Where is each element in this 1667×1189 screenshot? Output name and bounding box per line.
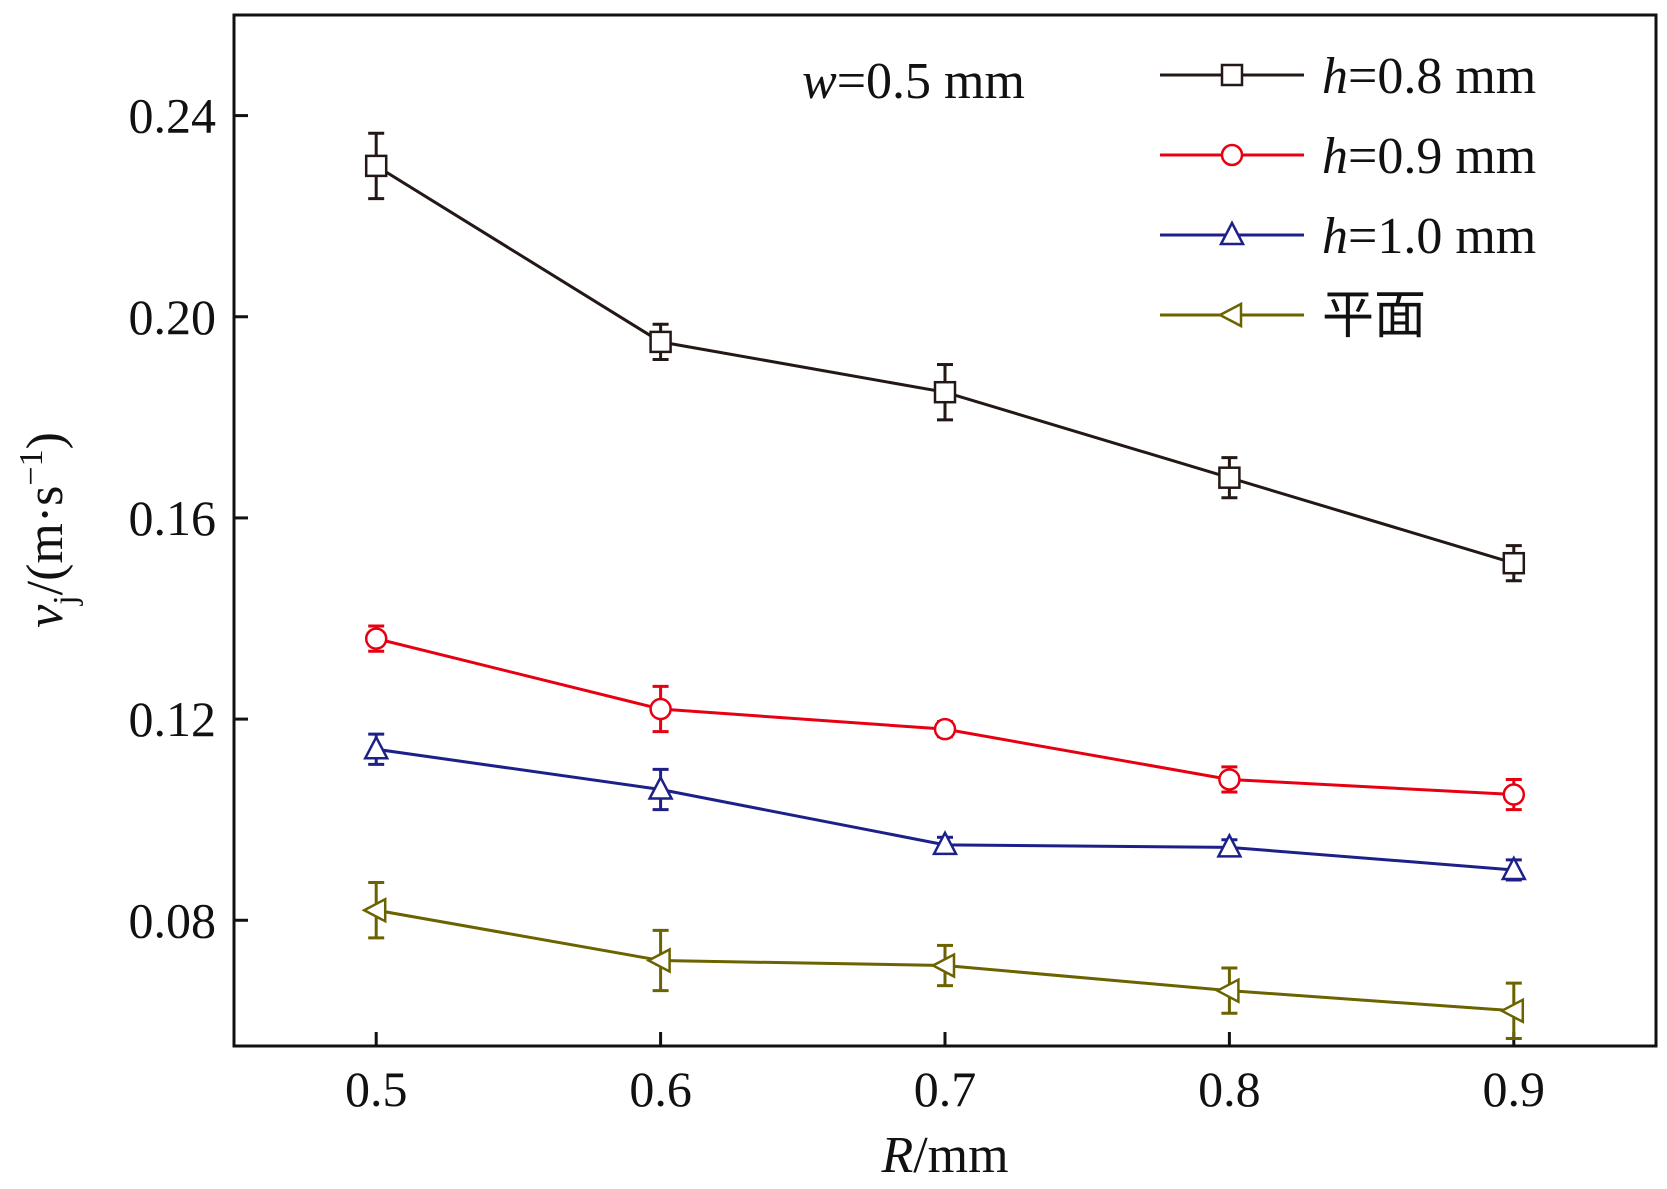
legend-marker — [1217, 301, 1243, 329]
legend-label: h=1.0 mm — [1322, 208, 1536, 265]
legend-label-var: h — [1322, 208, 1348, 265]
data-point — [933, 380, 957, 404]
legend-label-var: h — [1322, 48, 1348, 105]
y-axis-label: vj/(m·s−1) — [13, 432, 84, 628]
legend-item-0: h=0.8 mm — [1160, 48, 1536, 105]
legend-label-text: =1.0 mm — [1348, 208, 1536, 265]
x-tick-label: 0.7 — [914, 1061, 977, 1117]
legend-label-text: 平面 — [1322, 288, 1426, 345]
x-tick-label: 0.8 — [1198, 1061, 1261, 1117]
series-3 — [361, 881, 1525, 1040]
data-point — [1499, 997, 1525, 1024]
legend-item-2: h=1.0 mm — [1160, 208, 1536, 265]
x-axis-label: R/mm — [880, 1127, 1008, 1184]
legend-label: h=0.9 mm — [1322, 128, 1536, 185]
data-point — [1218, 466, 1241, 489]
data-point — [930, 952, 956, 979]
data-point — [1218, 768, 1241, 791]
data-point — [649, 697, 672, 721]
legend-label-var: h — [1322, 128, 1348, 185]
data-point — [1502, 783, 1526, 806]
width-annotation: w=0.5 mm — [802, 53, 1025, 110]
data-point — [649, 330, 672, 354]
legend-marker — [1220, 143, 1244, 167]
data-point — [1216, 832, 1243, 858]
series-1 — [364, 624, 1526, 812]
legend-item-3: 平面 — [1160, 288, 1426, 345]
legend-marker — [1220, 63, 1244, 87]
data-point — [361, 897, 387, 924]
data-point — [364, 627, 388, 650]
series-line — [375, 637, 1514, 797]
data-point — [931, 830, 959, 856]
x-tick-label: 0.6 — [629, 1061, 692, 1117]
data-point — [1214, 977, 1240, 1004]
data-point — [933, 717, 957, 741]
data-point — [647, 774, 674, 800]
legend-label: 平面 — [1322, 288, 1426, 345]
data-point — [1502, 551, 1526, 575]
series-2 — [363, 732, 1527, 882]
legend-item-1: h=0.9 mm — [1160, 128, 1536, 185]
legend-label-text: =0.9 mm — [1348, 128, 1536, 185]
y-tick-label: 0.16 — [129, 490, 217, 546]
legend-marker — [1218, 220, 1246, 246]
y-tick-label: 0.08 — [129, 892, 217, 948]
y-tick-label: 0.24 — [129, 88, 217, 144]
legend-label-text: =0.8 mm — [1348, 48, 1536, 105]
series-layer — [361, 131, 1527, 1040]
y-tick-label: 0.12 — [129, 691, 217, 747]
data-point — [363, 734, 390, 760]
legend-label: h=0.8 mm — [1322, 48, 1536, 105]
y-axis: 0.08 0.12 0.16 0.20 0.24 — [129, 88, 248, 948]
series-0 — [364, 131, 1526, 583]
data-point — [1500, 855, 1527, 881]
x-tick-label: 0.5 — [345, 1061, 408, 1117]
y-tick-label: 0.20 — [129, 289, 217, 345]
x-tick-label: 0.9 — [1483, 1061, 1546, 1117]
data-point — [364, 154, 388, 178]
data-point — [645, 947, 671, 974]
